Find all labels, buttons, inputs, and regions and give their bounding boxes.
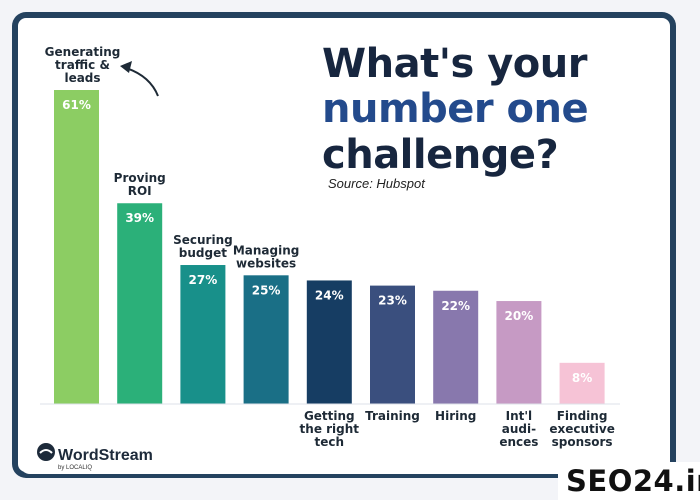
- bar-7: [496, 301, 542, 404]
- bar-value-label: 22%: [441, 299, 470, 313]
- category-label: Hiring: [435, 409, 476, 423]
- arrow-head-icon: [120, 61, 132, 73]
- bar-value-label: 24%: [315, 288, 344, 302]
- bar-value-label: 8%: [572, 371, 592, 385]
- bar-1: [117, 203, 163, 404]
- bar-3: [243, 275, 289, 404]
- bar-value-label: 39%: [125, 211, 154, 225]
- bar-2: [180, 265, 226, 404]
- category-label: Generating traffic & leads: [45, 45, 121, 85]
- category-label: Managing websites: [233, 243, 300, 270]
- chart-title-line-3: challenge?: [322, 132, 559, 178]
- category-label: Getting the right tech: [300, 409, 360, 449]
- bar-value-label: 23%: [378, 294, 407, 308]
- bar-value-label: 27%: [189, 273, 218, 287]
- chart-title-line-1: What's your: [322, 41, 587, 87]
- category-label: Finding executive sponsors: [549, 409, 614, 449]
- wordstream-logo-icon: [37, 443, 55, 461]
- source-note: Source: Hubspot: [328, 176, 425, 191]
- chart-title-line-2: number one: [322, 86, 589, 132]
- bar-6: [433, 290, 479, 404]
- bar-value-label: 25%: [252, 283, 281, 297]
- bar-value-label: 20%: [505, 309, 534, 323]
- bar-5: [370, 285, 415, 404]
- bar-value-label: 61%: [62, 98, 91, 112]
- watermark-box: [558, 462, 700, 500]
- brand-logo-text: WordStream: [58, 447, 153, 464]
- brand-logo-subtext: by LOCALIQ: [58, 465, 93, 471]
- arrow-icon: [125, 67, 159, 97]
- category-label: Proving ROI: [114, 171, 166, 198]
- category-label: Int'l audi-ences: [499, 409, 538, 449]
- bar-8: [559, 362, 605, 404]
- bar-0: [54, 90, 99, 404]
- category-label: Training: [365, 409, 420, 423]
- bar-4: [306, 280, 352, 404]
- watermark-text: SEO24.ir: [566, 464, 700, 498]
- category-label: Securing budget: [173, 233, 233, 260]
